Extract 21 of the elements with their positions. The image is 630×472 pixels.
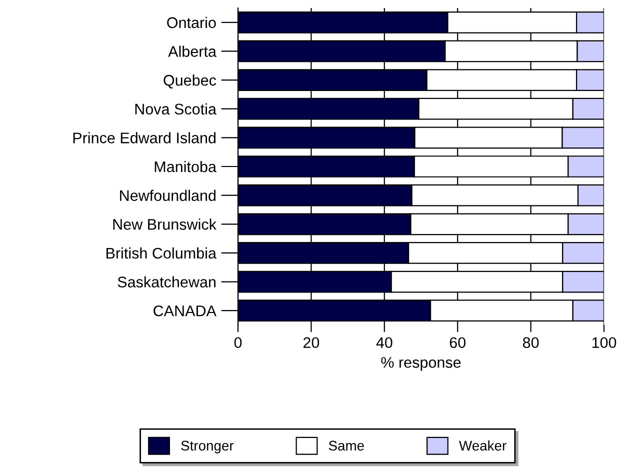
legend-label: Same <box>328 440 364 451</box>
y-tick-label: Ontario <box>167 16 216 28</box>
y-tick-label: Newfoundland <box>120 190 216 202</box>
y-tick-label: British Columbia <box>106 247 216 259</box>
x-tick-label: 80 <box>522 337 539 348</box>
x-tick-label: 40 <box>376 337 392 348</box>
y-tick-label: Prince Edward Island <box>73 132 216 144</box>
x-tick-label: 100 <box>592 337 616 348</box>
y-tick-label: Nova Scotia <box>135 103 216 115</box>
y-tick-label: Quebec <box>164 74 216 88</box>
legend-label: Stronger <box>181 440 234 454</box>
x-axis-title: % response <box>381 357 461 371</box>
legend-label: Weaker <box>459 440 506 451</box>
x-tick-label: 0 <box>234 337 242 348</box>
y-tick-label: New Brunswick <box>113 218 216 230</box>
x-tick-label: 20 <box>303 337 320 348</box>
y-tick-label: Manitoba <box>154 160 216 172</box>
y-tick-label: Alberta <box>168 46 216 57</box>
x-tick-label: 60 <box>450 337 466 348</box>
y-tick-label: Saskatchewan <box>118 276 216 288</box>
y-tick-label: CANADA <box>154 305 216 316</box>
